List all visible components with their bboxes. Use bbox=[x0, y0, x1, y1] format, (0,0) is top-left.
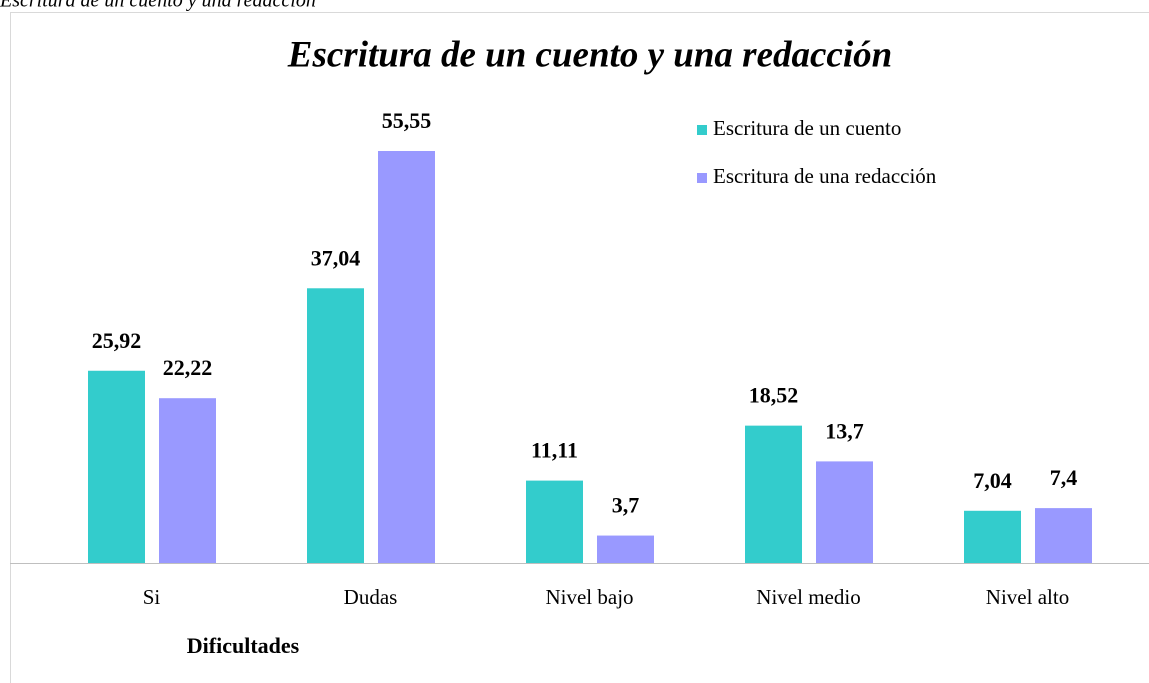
data-label: 7,04 bbox=[973, 468, 1012, 493]
bar bbox=[526, 480, 583, 563]
data-label: 3,7 bbox=[612, 493, 640, 518]
x-axis-title: Dificultades bbox=[187, 633, 300, 658]
bar bbox=[88, 370, 145, 563]
x-tick-label: Nivel bajo bbox=[545, 585, 633, 609]
bar bbox=[964, 510, 1021, 563]
data-label: 25,92 bbox=[92, 328, 142, 353]
x-tick-label: Nivel medio bbox=[756, 585, 860, 609]
x-tick-label: Si bbox=[143, 585, 161, 609]
bar bbox=[745, 425, 802, 563]
data-label: 13,7 bbox=[825, 418, 864, 443]
legend-swatch bbox=[697, 125, 707, 135]
legend-label: Escritura de una redacción bbox=[713, 164, 937, 188]
data-label: 37,04 bbox=[311, 245, 361, 270]
legend-label: Escritura de un cuento bbox=[713, 116, 901, 140]
caption: Escritura de un cuento y una redacción bbox=[0, 0, 316, 12]
data-label: 55,55 bbox=[382, 108, 432, 133]
bar bbox=[1035, 508, 1092, 563]
legend-swatch bbox=[697, 173, 707, 183]
bar bbox=[159, 398, 216, 563]
bar bbox=[597, 535, 654, 563]
frame bbox=[10, 12, 1149, 683]
x-tick-label: Dudas bbox=[344, 585, 398, 609]
data-label: 7,4 bbox=[1050, 465, 1078, 490]
data-label: 11,11 bbox=[531, 438, 578, 463]
data-label: 18,52 bbox=[749, 383, 799, 408]
bar bbox=[307, 288, 364, 563]
chart-title: Escritura de un cuento y una redacción bbox=[287, 34, 892, 75]
bar bbox=[816, 461, 873, 563]
x-tick-label: Nivel alto bbox=[986, 585, 1069, 609]
data-label: 22,22 bbox=[163, 355, 213, 380]
bar bbox=[378, 151, 435, 563]
